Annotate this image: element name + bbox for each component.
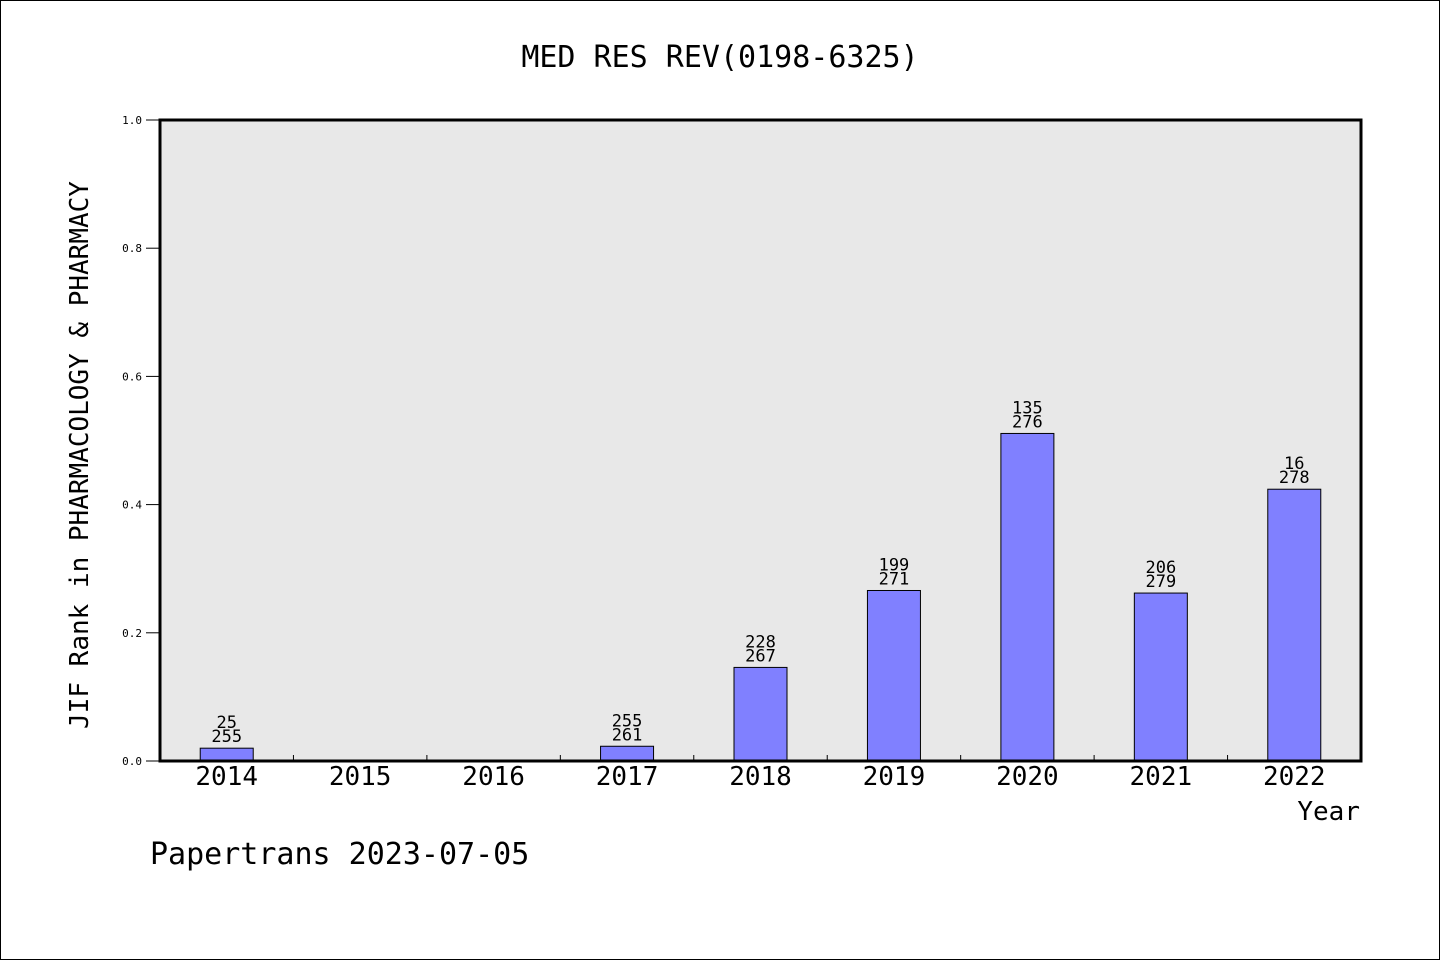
x-tick-label-2021: 2021: [1130, 762, 1193, 792]
x-tick-label-2018: 2018: [729, 762, 792, 792]
bars-group: [199, 432, 1322, 762]
x-tick-label-2017: 2017: [596, 762, 659, 792]
bar-label-total-2020: 276: [1012, 412, 1043, 432]
plot-border: [158, 118, 1363, 763]
bar-2020: [1000, 432, 1055, 762]
y-tick-label-1.0: 1.0: [122, 114, 142, 127]
bar-label-total-2014: 255: [211, 727, 242, 747]
y-tick-label-0.6: 0.6: [122, 370, 142, 383]
x-axis-label: Year: [1297, 797, 1360, 827]
x-tick-label-2019: 2019: [863, 762, 926, 792]
bar-2017: [600, 745, 655, 762]
bar-label-rank-2021: 206: [1145, 558, 1176, 578]
y-axis: 0.0 0.2 0.4 0.6 0.8 1.0: [122, 114, 160, 768]
chart-title: MED RES REV(0198-6325): [521, 40, 918, 75]
bar-2022: [1267, 488, 1322, 762]
bar-label-rank-2014: 25: [216, 713, 236, 733]
y-tick-label-0.8: 0.8: [122, 242, 142, 255]
y-tick-label-0.2: 0.2: [122, 627, 142, 640]
x-tick-label-2020: 2020: [996, 762, 1059, 792]
bar-label-total-2019: 271: [879, 569, 910, 589]
bar-label-total-2018: 267: [745, 646, 776, 666]
bar-label-rank-2019: 199: [879, 555, 910, 575]
bar-label-rank-2022: 16: [1284, 454, 1304, 474]
bar-label-rank-2020: 135: [1012, 398, 1043, 418]
bar-2021: [1133, 592, 1188, 762]
bar-label-total-2017: 261: [612, 725, 643, 745]
bar-label-total-2022: 278: [1279, 468, 1310, 488]
x-tick-label-2014: 2014: [195, 762, 258, 792]
y-axis-label: JIF Rank in PHARMACOLOGY & PHARMACY: [65, 181, 95, 729]
x-tick-label-2022: 2022: [1263, 762, 1326, 792]
y-tick-label-0.4: 0.4: [122, 499, 142, 512]
footer-credit: Papertrans 2023-07-05: [150, 837, 529, 872]
y-tick-label-0.0: 0.0: [122, 755, 142, 768]
x-tick-label-2015: 2015: [329, 762, 392, 792]
x-axis: 2014 2015 2016 2017 2018 2019 2020 2021 2022: [195, 755, 1326, 792]
bar-label-rank-2018: 228: [745, 632, 776, 652]
bar-2018: [733, 666, 788, 762]
x-tick-label-2016: 2016: [462, 762, 525, 792]
bar-2019: [866, 589, 921, 762]
bar-label-rank-2017: 255: [612, 711, 643, 731]
bar-label-total-2021: 279: [1145, 572, 1176, 592]
bar-2014: [199, 747, 254, 762]
